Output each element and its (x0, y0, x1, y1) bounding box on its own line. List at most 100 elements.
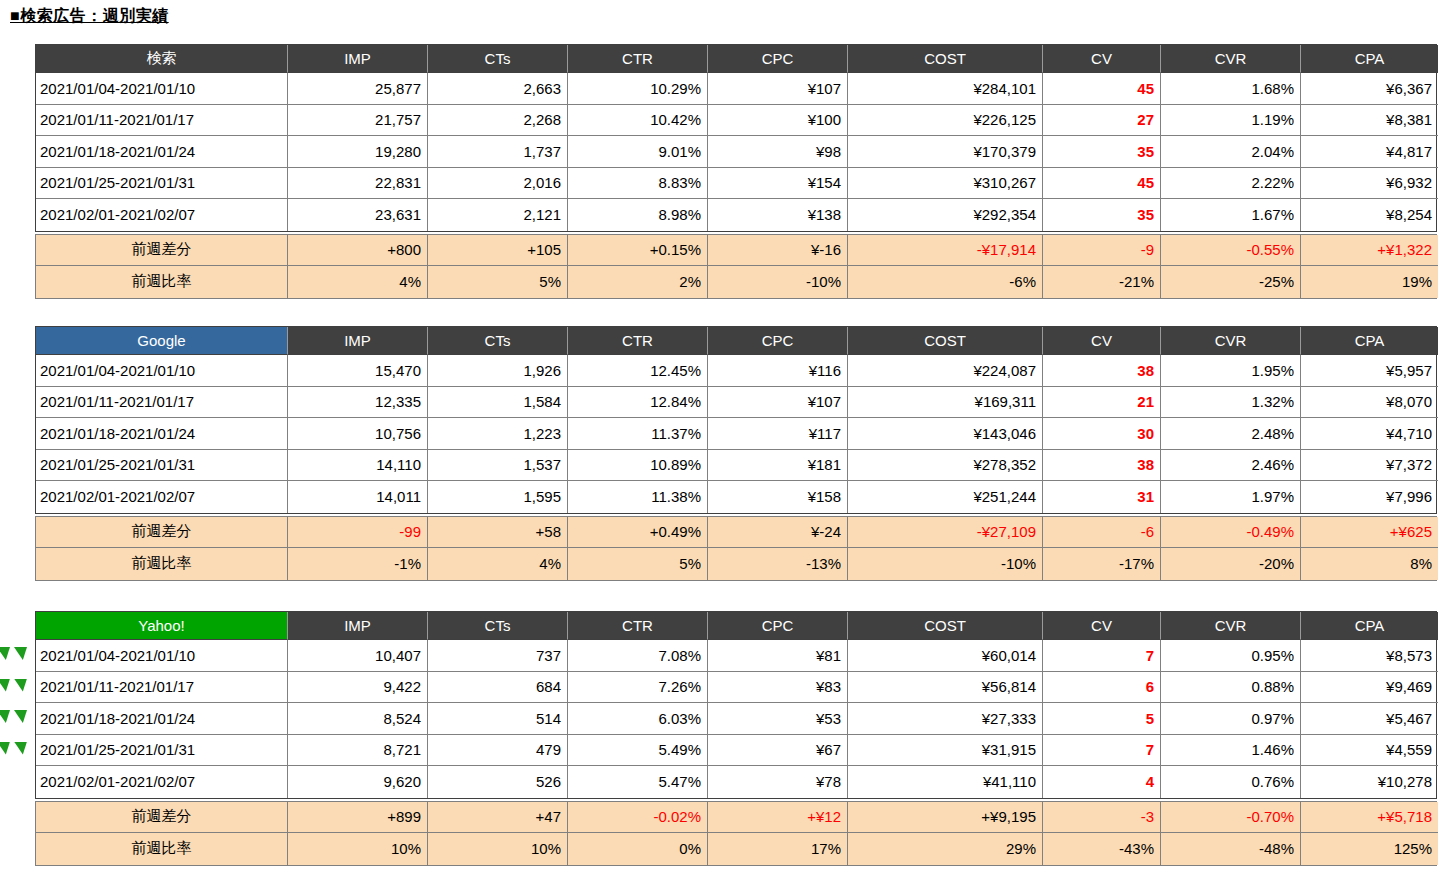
cell-cpa[interactable]: ¥5,467 (1301, 703, 1438, 735)
column-header-ctr[interactable]: CTR (568, 327, 708, 355)
cell-ctr[interactable]: 9.01% (568, 136, 708, 168)
cell-cv[interactable]: 35 (1043, 136, 1161, 168)
diff-row-label[interactable]: 前週差分 (36, 802, 288, 834)
column-header-cost[interactable]: COST (848, 612, 1043, 640)
cell-cvr[interactable]: 1.19% (1161, 105, 1301, 137)
cell-cv[interactable]: 6 (1043, 672, 1161, 704)
ratio-cell-cvr[interactable]: -48% (1161, 833, 1301, 865)
column-header-cv[interactable]: CV (1043, 612, 1161, 640)
diff-cell-cpa[interactable]: +¥1,322 (1301, 235, 1438, 267)
diff-cell-ctr[interactable]: +0.15% (568, 235, 708, 267)
cell-cts[interactable]: 1,584 (428, 387, 568, 419)
cell-cv[interactable]: 35 (1043, 199, 1161, 231)
ratio-row-label[interactable]: 前週比率 (36, 548, 288, 580)
cell-cts[interactable]: 684 (428, 672, 568, 704)
cell-cts[interactable]: 1,926 (428, 355, 568, 387)
diff-cell-cts[interactable]: +58 (428, 517, 568, 549)
cell-cv[interactable]: 7 (1043, 640, 1161, 672)
cell-cost[interactable]: ¥169,311 (848, 387, 1043, 419)
diff-cell-cv[interactable]: -3 (1043, 802, 1161, 834)
cell-cost[interactable]: ¥310,267 (848, 168, 1043, 200)
column-header-imp[interactable]: IMP (288, 45, 428, 73)
period-cell[interactable]: 2021/01/18-2021/01/24 (36, 418, 288, 450)
cell-cts[interactable]: 526 (428, 766, 568, 798)
column-header-cpa[interactable]: CPA (1301, 45, 1438, 73)
cell-cpc[interactable]: ¥138 (708, 199, 848, 231)
cell-imp[interactable]: 8,721 (288, 735, 428, 767)
cell-cpa[interactable]: ¥8,070 (1301, 387, 1438, 419)
cell-cts[interactable]: 737 (428, 640, 568, 672)
cell-cpa[interactable]: ¥10,278 (1301, 766, 1438, 798)
diff-cell-cost[interactable]: -¥17,914 (848, 235, 1043, 267)
cell-imp[interactable]: 10,407 (288, 640, 428, 672)
cell-cpc[interactable]: ¥107 (708, 387, 848, 419)
cell-imp[interactable]: 12,335 (288, 387, 428, 419)
table-label[interactable]: 検索 (36, 45, 288, 73)
cell-cv[interactable]: 21 (1043, 387, 1161, 419)
cell-imp[interactable]: 9,620 (288, 766, 428, 798)
cell-cvr[interactable]: 2.22% (1161, 168, 1301, 200)
ratio-row-label[interactable]: 前週比率 (36, 266, 288, 298)
cell-cvr[interactable]: 1.32% (1161, 387, 1301, 419)
cell-cost[interactable]: ¥251,244 (848, 481, 1043, 513)
diff-cell-cvr[interactable]: -0.55% (1161, 235, 1301, 267)
cell-imp[interactable]: 14,011 (288, 481, 428, 513)
cell-cpa[interactable]: ¥4,710 (1301, 418, 1438, 450)
cell-cpc[interactable]: ¥116 (708, 355, 848, 387)
cell-cts[interactable]: 2,016 (428, 168, 568, 200)
cell-cpc[interactable]: ¥107 (708, 73, 848, 105)
cell-cpc[interactable]: ¥158 (708, 481, 848, 513)
diff-cell-cv[interactable]: -6 (1043, 517, 1161, 549)
column-header-cpa[interactable]: CPA (1301, 327, 1438, 355)
cell-imp[interactable]: 21,757 (288, 105, 428, 137)
ratio-cell-cv[interactable]: -21% (1043, 266, 1161, 298)
cell-cv[interactable]: 30 (1043, 418, 1161, 450)
column-header-cpc[interactable]: CPC (708, 612, 848, 640)
cell-cpa[interactable]: ¥7,372 (1301, 450, 1438, 482)
cell-cvr[interactable]: 0.97% (1161, 703, 1301, 735)
cell-ctr[interactable]: 5.47% (568, 766, 708, 798)
column-header-cv[interactable]: CV (1043, 45, 1161, 73)
period-cell[interactable]: 2021/01/11-2021/01/17 (36, 387, 288, 419)
period-cell[interactable]: 2021/01/04-2021/01/10 (36, 640, 288, 672)
cell-cpa[interactable]: ¥8,573 (1301, 640, 1438, 672)
ratio-cell-cpa[interactable]: 19% (1301, 266, 1438, 298)
ratio-cell-cts[interactable]: 5% (428, 266, 568, 298)
cell-cpa[interactable]: ¥4,817 (1301, 136, 1438, 168)
ratio-cell-cpc[interactable]: 17% (708, 833, 848, 865)
ratio-cell-cpc[interactable]: -13% (708, 548, 848, 580)
cell-ctr[interactable]: 12.84% (568, 387, 708, 419)
cell-cost[interactable]: ¥226,125 (848, 105, 1043, 137)
ratio-cell-cost[interactable]: 29% (848, 833, 1043, 865)
diff-cell-cv[interactable]: -9 (1043, 235, 1161, 267)
column-header-imp[interactable]: IMP (288, 327, 428, 355)
diff-cell-imp[interactable]: +899 (288, 802, 428, 834)
cell-cpc[interactable]: ¥53 (708, 703, 848, 735)
column-header-cts[interactable]: CTs (428, 45, 568, 73)
cell-cv[interactable]: 27 (1043, 105, 1161, 137)
diff-cell-cost[interactable]: -¥27,109 (848, 517, 1043, 549)
column-header-cost[interactable]: COST (848, 45, 1043, 73)
diff-cell-imp[interactable]: -99 (288, 517, 428, 549)
cell-cts[interactable]: 1,595 (428, 481, 568, 513)
table-label[interactable]: Yahoo! (36, 612, 288, 640)
ratio-cell-cpa[interactable]: 125% (1301, 833, 1438, 865)
period-cell[interactable]: 2021/02/01-2021/02/07 (36, 199, 288, 231)
cell-cpa[interactable]: ¥7,996 (1301, 481, 1438, 513)
column-header-cpa[interactable]: CPA (1301, 612, 1438, 640)
cell-cts[interactable]: 2,268 (428, 105, 568, 137)
cell-cost[interactable]: ¥224,087 (848, 355, 1043, 387)
cell-ctr[interactable]: 6.03% (568, 703, 708, 735)
column-header-cvr[interactable]: CVR (1161, 327, 1301, 355)
cell-ctr[interactable]: 5.49% (568, 735, 708, 767)
diff-cell-cts[interactable]: +47 (428, 802, 568, 834)
cell-cpc[interactable]: ¥117 (708, 418, 848, 450)
ratio-cell-cpa[interactable]: 8% (1301, 548, 1438, 580)
cell-imp[interactable]: 23,631 (288, 199, 428, 231)
diff-cell-ctr[interactable]: +0.49% (568, 517, 708, 549)
cell-ctr[interactable]: 10.89% (568, 450, 708, 482)
cell-cts[interactable]: 479 (428, 735, 568, 767)
period-cell[interactable]: 2021/01/25-2021/01/31 (36, 735, 288, 767)
column-header-cpc[interactable]: CPC (708, 45, 848, 73)
cell-ctr[interactable]: 8.98% (568, 199, 708, 231)
